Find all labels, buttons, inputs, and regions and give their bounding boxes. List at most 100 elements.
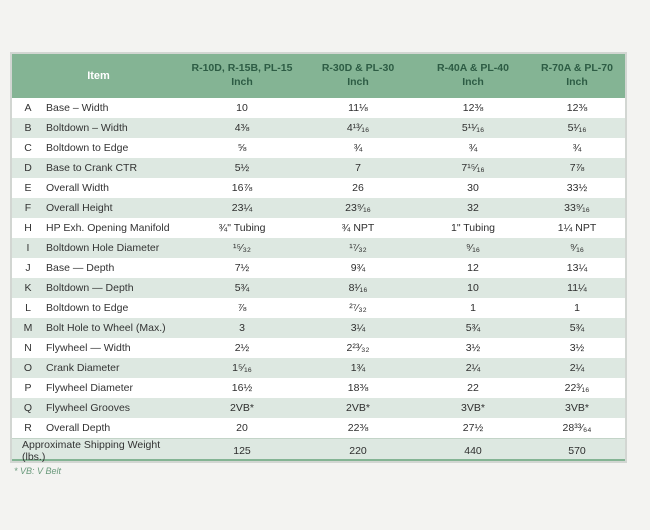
row-value-col-3: 27½ [462, 422, 484, 434]
row-value-col-2: 2²³⁄₃₂ [346, 342, 370, 354]
table-row: N Flywheel — Width 2½ 2²³⁄₃₂ 3½ 3½ [12, 338, 625, 358]
row-value-col-3: 5¾ [465, 322, 481, 334]
row-value-col-4: ⁹⁄₁₆ [569, 242, 585, 254]
table-row: C Boltdown to Edge ⅝ ¾ ¾ ¾ [12, 138, 625, 158]
header-col-1-name: R-10D, R-15B, PL-15 [191, 62, 293, 75]
header-col-3: R-40A & PL-40 Inch [417, 54, 529, 98]
row-value-col-3: 3½ [465, 342, 481, 354]
row-value-col-4: 1¼ NPT [557, 222, 597, 234]
row-letter: L [25, 302, 31, 314]
header-col-4-name: R-70A & PL-70 [541, 62, 613, 75]
row-value-col-1: 16⅞ [231, 182, 253, 194]
table-row: H HP Exh. Opening Manifold ¾" Tubing ¾ NPT 1… [12, 218, 625, 238]
row-value-col-4: 3½ [569, 342, 585, 354]
row-item-label: Overall Height [46, 202, 113, 214]
row-value-col-2: 1¾ [350, 362, 366, 374]
row-item-label: Overall Width [46, 182, 110, 194]
header-col-3-name: R-40A & PL-40 [437, 62, 509, 75]
row-value-col-3: 22 [467, 382, 479, 394]
row-item-label: Crank Diameter [46, 362, 120, 374]
row-item-label: Boltdown — Depth [46, 282, 134, 294]
row-value-col-4: 28³³⁄₆₄ [562, 422, 592, 434]
row-value-col-1: ¹⁵⁄₃₂ [233, 242, 251, 254]
table-row: O Crank Diameter 1⁵⁄₁₆ 1¾ 2¼ 2¼ [12, 358, 625, 378]
row-value-col-3: 12⅜ [462, 102, 484, 114]
spec-table: Item R-10D, R-15B, PL-15 Inch R-30D & PL… [10, 52, 627, 463]
row-value-col-2: 4¹³⁄₁₆ [346, 122, 370, 134]
row-value-col-4: 7⅞ [569, 162, 585, 174]
row-letter: M [23, 322, 33, 334]
row-value-col-3: 10 [467, 282, 479, 294]
shipping-weight-value-col-4: 570 [568, 445, 586, 457]
row-value-col-4: 1 [574, 302, 580, 314]
row-value-col-4: ¾ [572, 142, 582, 154]
row-value-col-4: 33½ [566, 182, 588, 194]
row-item-label: Boltdown to Edge [46, 142, 129, 154]
row-letter: H [24, 222, 32, 234]
row-value-col-2: 9¾ [350, 262, 366, 274]
row-value-col-1: ⅝ [237, 142, 247, 154]
row-item-label: Overall Depth [46, 422, 111, 434]
row-letter: I [26, 242, 30, 254]
row-value-col-4: 22³⁄₁₆ [564, 382, 590, 394]
table-row: R Overall Depth 20 22⅜ 27½ 28³³⁄₆₄ [12, 418, 625, 438]
row-value-col-1: 2½ [234, 342, 250, 354]
table-row: D Base to Crank CTR 5½ 7 7¹⁵⁄₁₆ 7⅞ [12, 158, 625, 178]
row-value-col-3: 3VB* [461, 402, 485, 414]
row-value-col-2: ¾ NPT [341, 222, 375, 234]
row-value-col-4: 13¼ [566, 262, 588, 274]
row-item-label: Bolt Hole to Wheel (Max.) [46, 322, 166, 334]
row-value-col-2: 26 [352, 182, 364, 194]
row-letter: D [24, 162, 32, 174]
header-col-2-name: R-30D & PL-30 [321, 62, 395, 75]
row-value-col-4: 2¼ [569, 362, 585, 374]
row-value-col-1: 5¾ [234, 282, 250, 294]
row-value-col-1: 1⁵⁄₁₆ [232, 362, 252, 374]
row-item-label: Boltdown to Edge [46, 302, 129, 314]
header-col-2: R-30D & PL-30 Inch [299, 54, 417, 98]
row-value-col-1: 4⅜ [234, 122, 250, 134]
row-value-col-1: 20 [236, 422, 248, 434]
row-value-col-3: 1" Tubing [450, 222, 495, 234]
row-value-col-3: 7¹⁵⁄₁₆ [461, 162, 485, 174]
header-col-1-unit: Inch [231, 76, 253, 88]
row-value-col-3: 12 [467, 262, 479, 274]
table-row: L Boltdown to Edge ⅞ ²⁷⁄₃₂ 1 1 [12, 298, 625, 318]
row-value-col-1: ⅞ [237, 302, 247, 314]
row-letter: R [24, 422, 32, 434]
row-item-label: Flywheel Grooves [46, 402, 131, 414]
shipping-weight-value-col-3: 440 [464, 445, 482, 457]
row-value-col-3: ¾ [468, 142, 478, 154]
row-item-label: Boltdown – Width [46, 122, 128, 134]
table-row: K Boltdown — Depth 5¾ 8¹⁄₁₆ 10 11¼ [12, 278, 625, 298]
row-value-col-2: 23⁹⁄₁₆ [345, 202, 371, 214]
row-value-col-3: 32 [467, 202, 479, 214]
row-value-col-2: 18⅜ [347, 382, 369, 394]
row-letter: P [24, 382, 32, 394]
row-value-col-3: 5¹¹⁄₁₆ [461, 122, 485, 134]
table-row: J Base — Depth 7½ 9¾ 12 13¼ [12, 258, 625, 278]
row-value-col-4: 5¾ [569, 322, 585, 334]
row-letter: J [25, 262, 31, 274]
header-item: Item [87, 69, 110, 82]
header-col-2-unit: Inch [347, 76, 369, 88]
footnote: * VB: V Belt [14, 466, 62, 476]
row-value-col-3: 30 [467, 182, 479, 194]
row-value-col-1: ¾" Tubing [218, 222, 266, 234]
row-item-label: Flywheel Diameter [46, 382, 133, 394]
row-letter: E [24, 182, 32, 194]
row-value-col-1: 5½ [234, 162, 250, 174]
row-value-col-2: 11⅛ [348, 102, 368, 114]
row-value-col-1: 10 [236, 102, 248, 114]
row-value-col-2: 3¼ [350, 322, 366, 334]
row-item-label: HP Exh. Opening Manifold [46, 222, 170, 234]
row-value-col-4: 33⁹⁄₁₆ [564, 202, 590, 214]
row-value-col-3: 1 [470, 302, 476, 314]
row-value-col-3: 2¼ [465, 362, 481, 374]
shipping-weight-value-col-1: 125 [233, 445, 251, 457]
table-row: I Boltdown Hole Diameter ¹⁵⁄₃₂ ¹⁷⁄₃₂ ⁹⁄₁₆ ⁹⁄₁… [12, 238, 625, 258]
row-value-col-4: 3VB* [565, 402, 589, 414]
shipping-weight-row: Approximate Shipping Weight (lbs.) 125 220… [12, 438, 625, 463]
table-row: P Flywheel Diameter 16½ 18⅜ 22 22³⁄₁₆ [12, 378, 625, 398]
row-value-col-2: ¹⁷⁄₃₂ [349, 242, 367, 254]
